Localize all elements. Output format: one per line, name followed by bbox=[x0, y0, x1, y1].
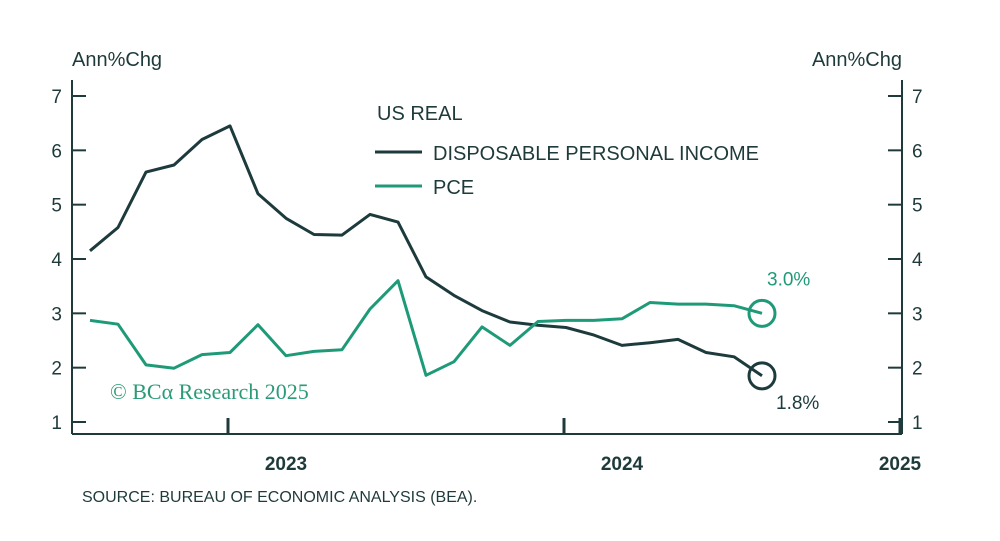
series-line-disposable-personal-income bbox=[89, 124, 763, 378]
series-layer: 1.8% 3.0% bbox=[89, 124, 819, 414]
legend-entry-disposable-personal-income: DISPOSABLE PERSONAL INCOME bbox=[433, 143, 759, 165]
left-y-tick-label: 5 bbox=[51, 196, 62, 217]
legend-title: US REAL bbox=[377, 103, 463, 125]
legend: US REAL DISPOSABLE PERSONAL INCOME PCE bbox=[375, 103, 759, 199]
end-marker-disposable-personal-income bbox=[747, 361, 777, 391]
right-axis-unit-label: Ann%Chg bbox=[812, 49, 902, 71]
end-label-pce: 3.0% bbox=[767, 269, 810, 290]
watermark: © BCα Research 2025 bbox=[110, 379, 309, 404]
left-y-tick-label: 6 bbox=[51, 141, 62, 162]
left-y-tick-label: 4 bbox=[51, 250, 62, 271]
right-y-tick-label: 4 bbox=[912, 250, 923, 271]
legend-entry-pce: PCE bbox=[433, 177, 474, 199]
right-y-tick-label: 2 bbox=[912, 359, 923, 380]
series-line-pce bbox=[89, 279, 763, 377]
right-y-tick-label: 6 bbox=[912, 141, 923, 162]
x-tick-label: 2023 bbox=[265, 454, 307, 475]
right-y-tick-label: 7 bbox=[912, 87, 923, 108]
x-tick-label: 2025 bbox=[879, 454, 922, 475]
end-marker-pce bbox=[747, 298, 777, 328]
left-y-tick-label: 3 bbox=[51, 304, 62, 325]
left-y-tick-label: 1 bbox=[51, 413, 62, 434]
source-note: SOURCE: BUREAU OF ECONOMIC ANALYSIS (BEA… bbox=[82, 489, 477, 506]
end-label-disposable-personal-income: 1.8% bbox=[776, 393, 819, 414]
x-tick-label: 2024 bbox=[601, 454, 644, 475]
left-y-tick-label: 2 bbox=[51, 359, 62, 380]
right-y-tick-label: 1 bbox=[912, 413, 923, 434]
right-y-tick-label: 5 bbox=[912, 196, 923, 217]
left-axis-unit-label: Ann%Chg bbox=[72, 49, 162, 71]
right-y-tick-label: 3 bbox=[912, 304, 923, 325]
axes: 1 1 2 2 3 3 4 4 5 5 6 6 7 7 2023 2024 2025 bbox=[51, 80, 923, 475]
left-y-tick-label: 7 bbox=[51, 87, 62, 108]
